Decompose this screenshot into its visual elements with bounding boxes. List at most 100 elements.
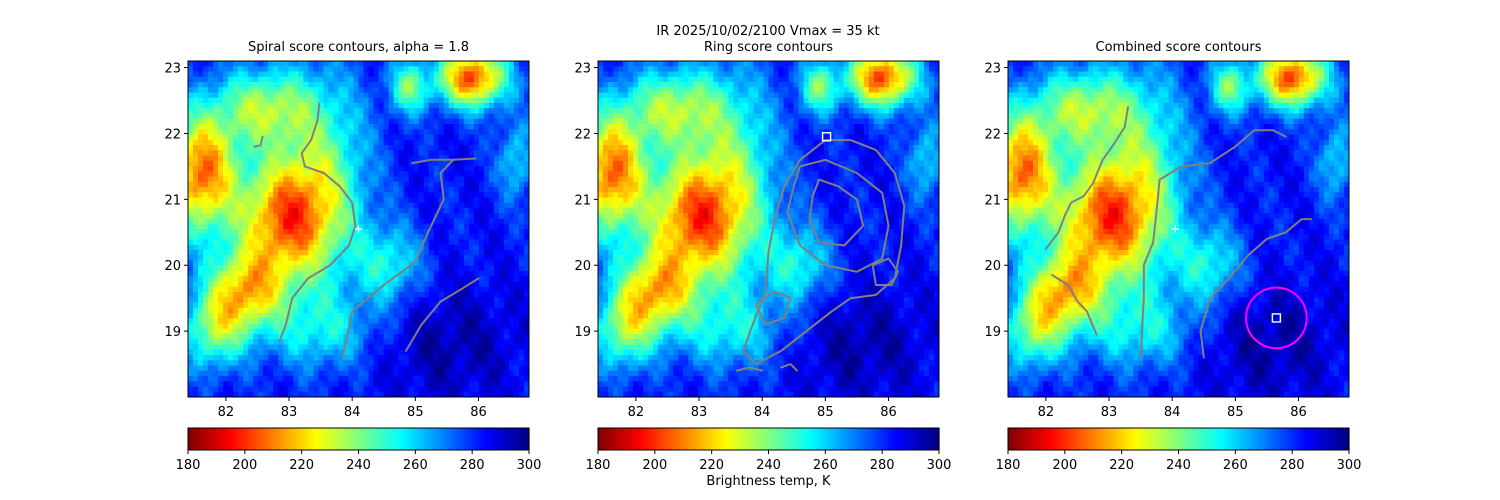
heatmap-cell (353, 376, 360, 382)
heatmap-cell (353, 349, 360, 356)
heatmap-cell (238, 339, 244, 346)
heatmap-cell (493, 229, 500, 235)
heatmap-cell (258, 155, 264, 162)
heatmap-cell (443, 66, 450, 73)
heatmap-cell (413, 234, 420, 241)
heatmap-cell (358, 66, 365, 73)
heatmap-cell (708, 92, 714, 99)
heatmap-cell (298, 171, 304, 178)
heatmap-cell (323, 307, 330, 314)
heatmap-cell (418, 381, 425, 388)
heatmap-cell (878, 66, 885, 73)
heatmap-cell (643, 92, 649, 99)
heatmap-cell (903, 66, 910, 73)
heatmap-cell (308, 386, 314, 393)
heatmap-cell (438, 197, 445, 204)
heatmap-cell (408, 355, 415, 361)
heatmap-cell (448, 250, 455, 256)
heatmap-cell (378, 192, 385, 199)
heatmap-cell (228, 286, 234, 293)
heatmap-cell (463, 118, 470, 125)
heatmap-cell (323, 71, 330, 78)
heatmap-cell (248, 318, 254, 325)
heatmap-cell (488, 208, 495, 214)
heatmap-cell (313, 92, 319, 99)
colorbar-segment (344, 428, 348, 450)
heatmap-cell (288, 239, 294, 246)
colorbar-segment (509, 428, 513, 450)
heatmap-cell (348, 134, 355, 141)
heatmap-cell (393, 187, 400, 193)
heatmap-cell (193, 208, 199, 214)
heatmap-cell (218, 334, 224, 340)
heatmap-cell (208, 82, 214, 88)
heatmap-cell (418, 360, 425, 367)
heatmap-cell (648, 66, 654, 73)
heatmap-cell (858, 61, 865, 67)
heatmap-cell (273, 355, 279, 361)
heatmap-cell (383, 244, 390, 251)
heatmap-cell (468, 113, 475, 120)
heatmap-cell (383, 229, 390, 235)
heatmap-cell (293, 381, 299, 388)
heatmap-cell (338, 365, 345, 372)
heatmap-cell (933, 82, 939, 88)
heatmap-cell (423, 145, 430, 151)
heatmap-cell (468, 218, 475, 225)
heatmap-cell (193, 349, 199, 356)
heatmap-cell (288, 370, 294, 377)
heatmap-cell (323, 386, 330, 393)
heatmap-cell (473, 302, 480, 309)
colorbar-segment (358, 428, 362, 450)
heatmap-cell (203, 286, 209, 293)
heatmap-cell (208, 271, 214, 277)
heatmap-cell (828, 71, 835, 78)
heatmap-cell (498, 197, 505, 204)
heatmap-cell (788, 66, 795, 73)
heatmap-cell (388, 360, 395, 367)
colorbar-segment (418, 428, 422, 450)
heatmap-cell (248, 103, 254, 109)
heatmap-cell (358, 360, 365, 367)
heatmap-cell (823, 71, 830, 78)
heatmap-cell (323, 355, 330, 361)
heatmap-cell (188, 87, 194, 94)
heatmap-cell (483, 213, 490, 220)
heatmap-cell (243, 302, 249, 309)
heatmap-cell (288, 276, 294, 283)
heatmap-cell (423, 61, 430, 67)
heatmap-cell (313, 213, 319, 220)
heatmap-cell (273, 260, 279, 267)
heatmap-cell (473, 223, 480, 230)
heatmap-cell (298, 239, 304, 246)
heatmap-cell (468, 386, 475, 393)
heatmap-cell (463, 66, 470, 73)
heatmap-cell (398, 139, 405, 146)
heatmap-cell (368, 145, 375, 151)
heatmap-cell (473, 150, 480, 157)
heatmap-cell (208, 108, 214, 115)
heatmap-cell (523, 307, 529, 314)
heatmap-cell (448, 360, 455, 367)
heatmap-cell (383, 307, 390, 314)
heatmap-cell (448, 71, 455, 78)
heatmap-cell (388, 108, 395, 115)
heatmap-cell (223, 129, 229, 136)
heatmap-cell (363, 208, 370, 214)
heatmap-cell (248, 313, 254, 319)
heatmap-cell (238, 239, 244, 246)
heatmap-cell (198, 145, 204, 151)
heatmap-cell (253, 145, 259, 151)
heatmap-cell (608, 61, 614, 67)
heatmap-cell (313, 281, 319, 288)
heatmap-cell (398, 92, 405, 99)
heatmap-cell (228, 87, 234, 94)
heatmap-cell (283, 255, 289, 262)
heatmap-cell (318, 281, 324, 288)
heatmap-cell (333, 171, 340, 178)
heatmap-cell (613, 87, 619, 94)
heatmap-cell (188, 61, 194, 67)
heatmap-cell (198, 108, 204, 115)
heatmap-cell (193, 155, 199, 162)
heatmap-cell (243, 365, 249, 372)
